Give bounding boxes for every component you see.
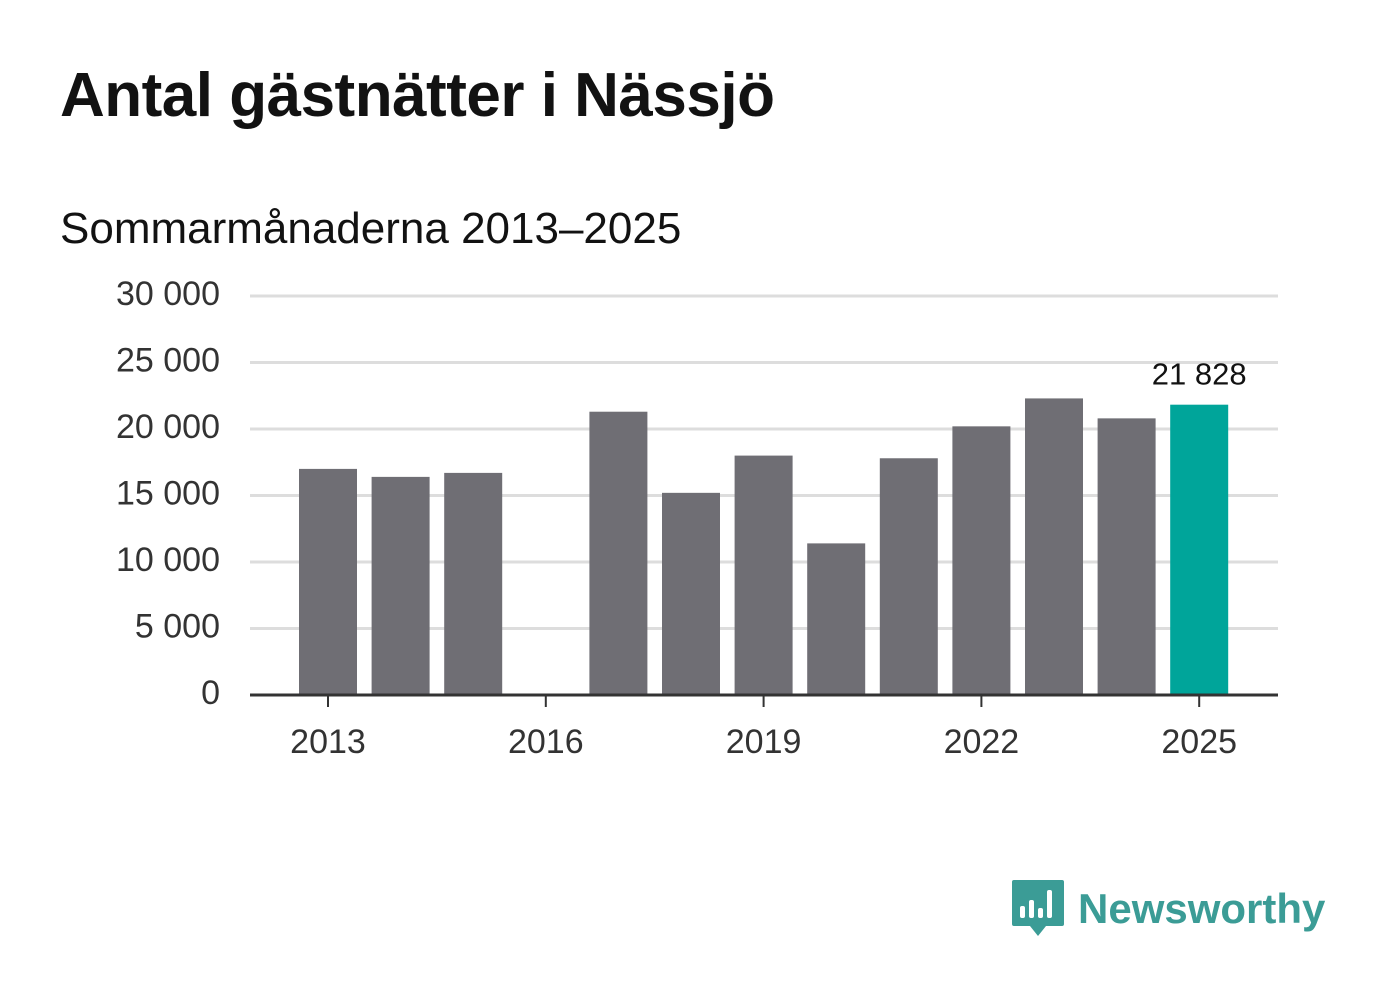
y-tick-label: 10 000 [116,541,220,579]
y-tick-label: 0 [201,674,220,712]
bar [879,458,938,695]
x-tick-label: 2013 [290,723,366,761]
x-tick-label: 2019 [726,723,802,761]
bar [734,455,793,695]
chart-subtitle: Sommarmånaderna 2013–2025 [60,204,682,253]
chart-title: Antal gästnätter i Nässjö [60,61,775,130]
y-tick-label: 20 000 [116,408,220,446]
bar [807,543,866,695]
x-tick-label: 2016 [508,723,584,761]
bar [299,468,357,695]
y-tick-label: 25 000 [116,341,220,379]
bar [662,492,720,695]
data-label: 21 828 [1152,357,1247,392]
logo-text: Newsworthy [1078,885,1326,932]
x-tick-label: 2022 [944,723,1020,761]
y-tick-label: 30 000 [116,275,220,313]
x-tick-label: 2025 [1161,723,1237,761]
newsworthy-logo: Newsworthy [1010,878,1325,940]
y-tick-label: 5 000 [135,607,220,645]
bar [589,411,648,695]
bar [952,426,1011,695]
y-tick-label: 15 000 [116,474,220,512]
bars [299,398,1229,695]
bar [1025,398,1083,695]
axes [250,693,1278,707]
bar [1097,418,1156,695]
bar [371,476,430,695]
bar-chart-speech-bubble-icon [1012,880,1064,936]
bar-highlight [1170,404,1229,695]
labels: 0 5 000 10 000 15 000 20 000 25 000 30 000 2013… [116,275,1247,761]
bar [444,472,503,695]
